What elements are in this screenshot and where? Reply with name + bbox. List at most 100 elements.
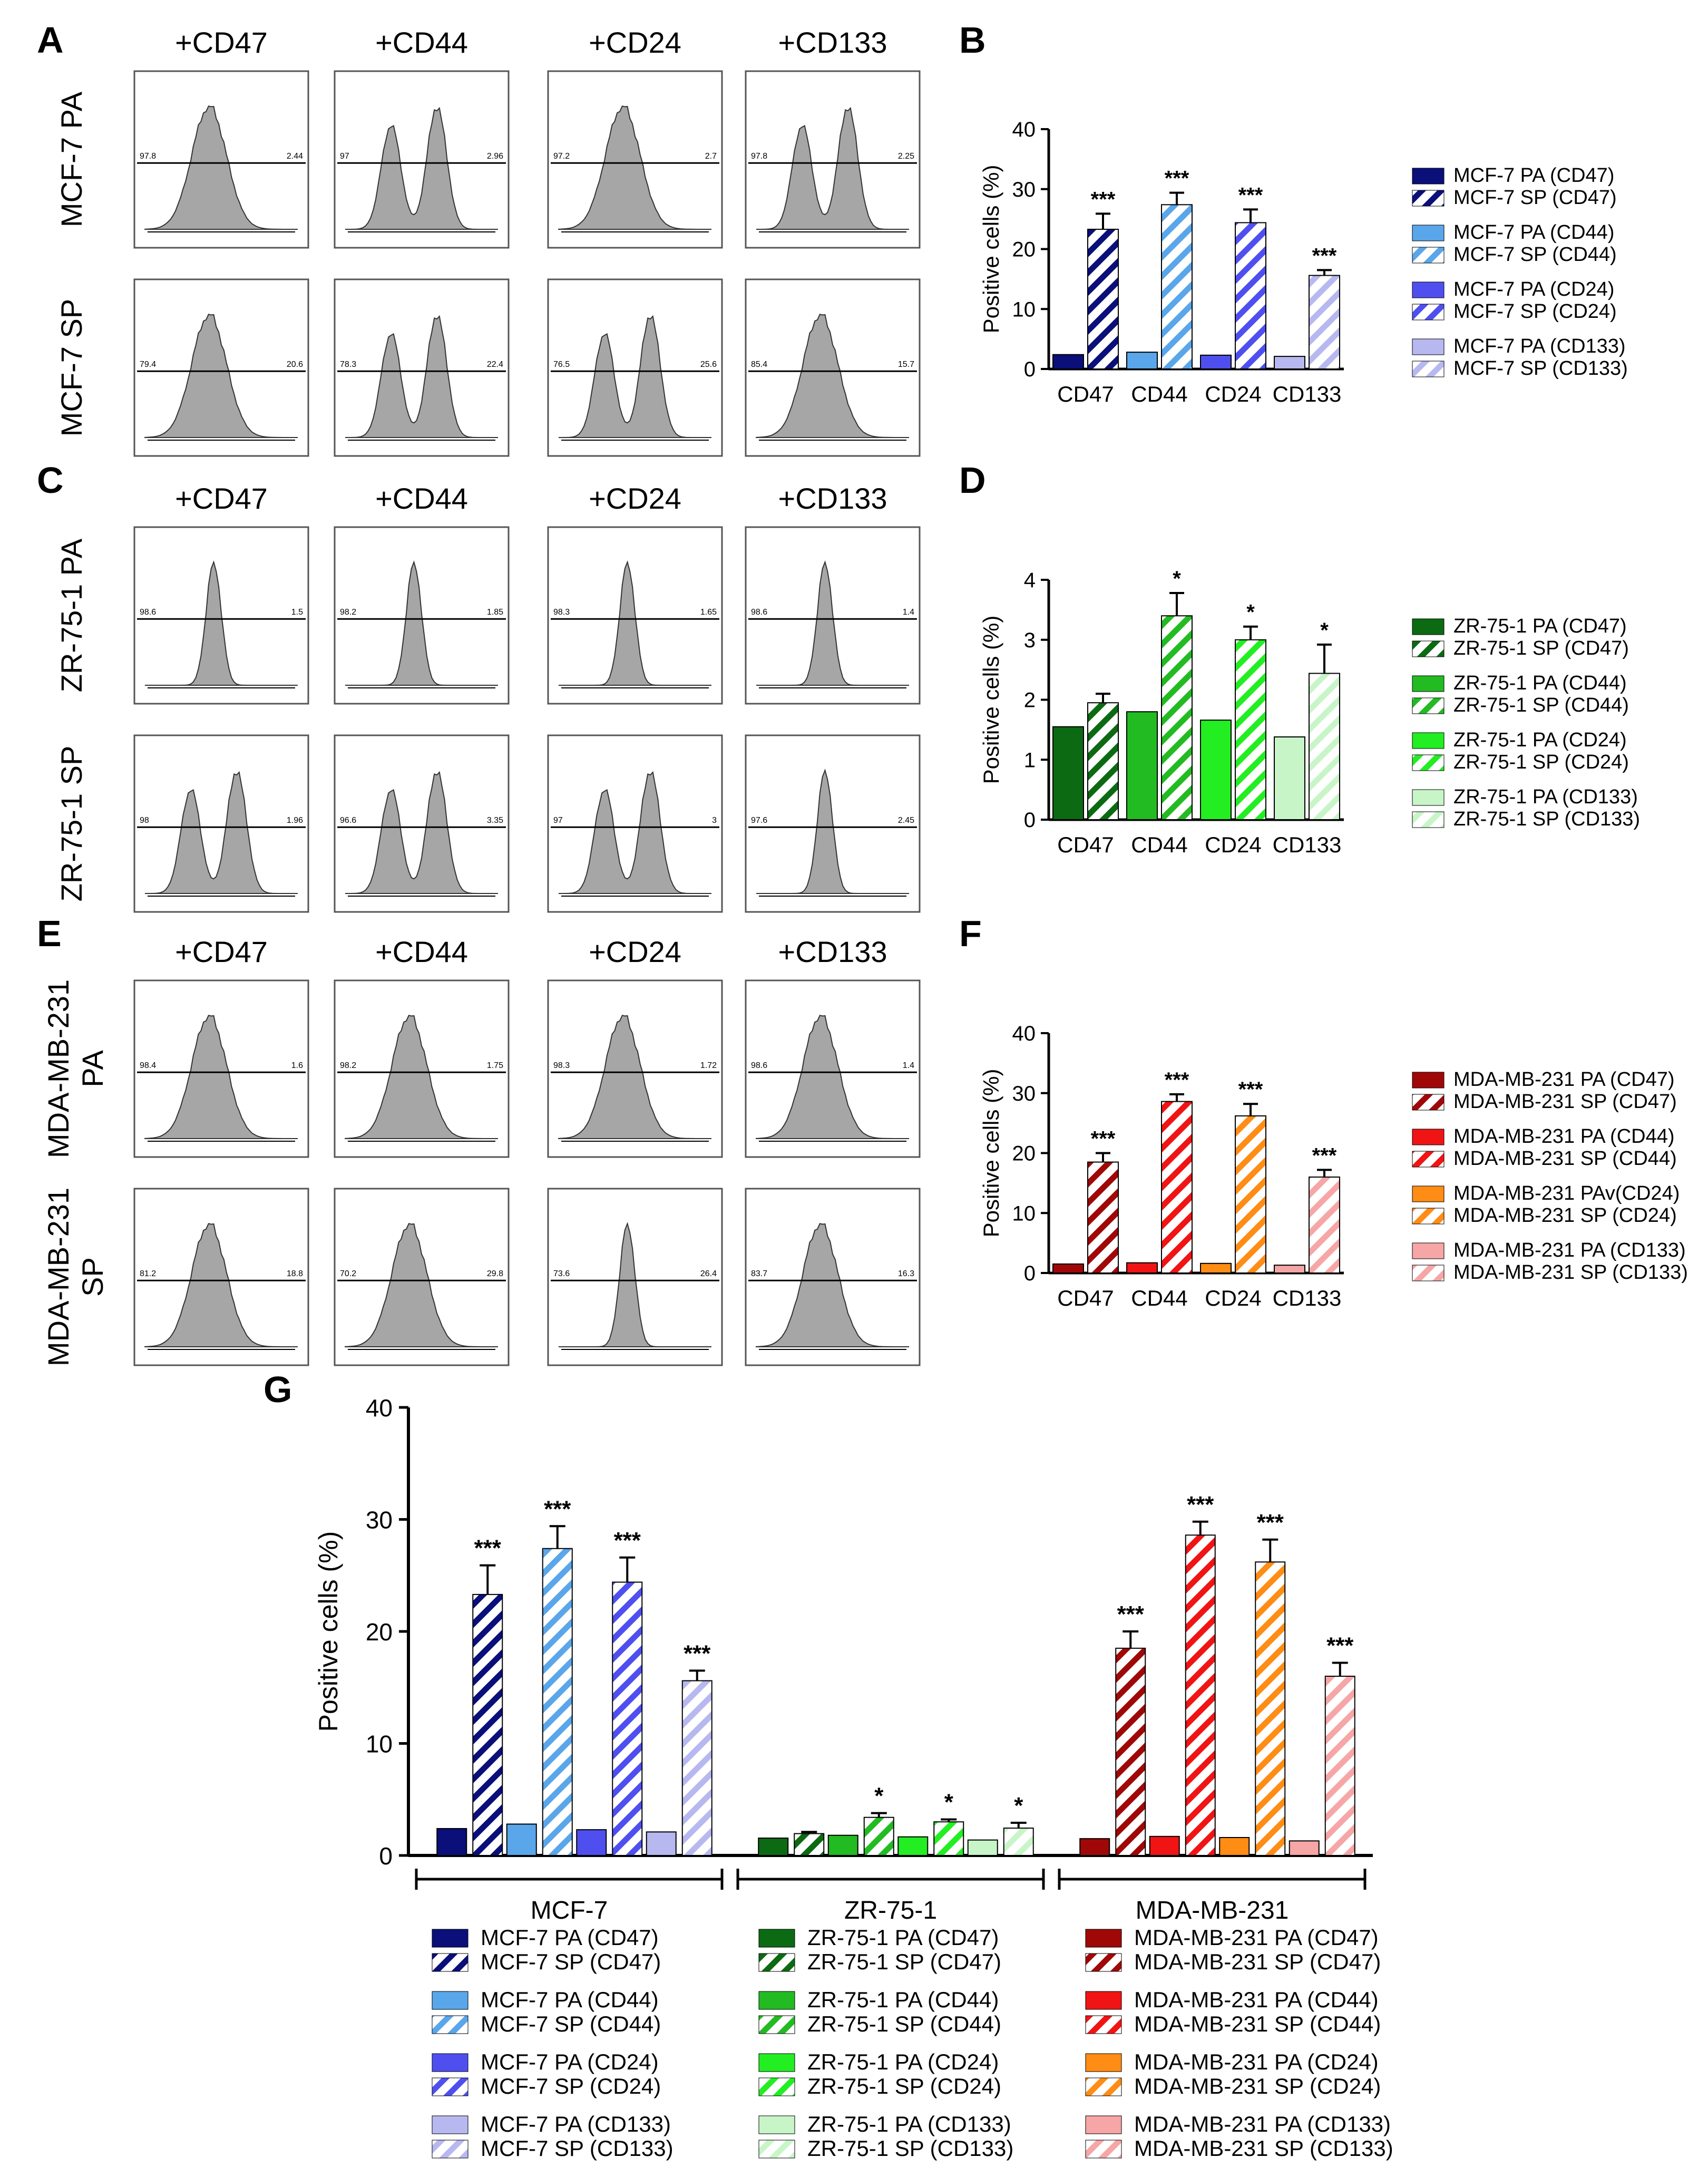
row-label: MDA-MB-231 bbox=[42, 1188, 75, 1366]
histogram-frame bbox=[547, 734, 723, 913]
bar-pa bbox=[1052, 354, 1084, 370]
panel-label: C bbox=[37, 460, 64, 501]
marker-title: +CD133 bbox=[778, 935, 887, 968]
legend-label: MDA-MB-231 PA (CD133) bbox=[1134, 2112, 1391, 2136]
legend-label: MCF-7 SP (CD133) bbox=[481, 2136, 674, 2161]
histogram-frame bbox=[745, 278, 921, 457]
group-label: MCF-7 bbox=[531, 1897, 608, 1925]
histogram-fill bbox=[345, 771, 498, 894]
gate-value-right: 2.45 bbox=[898, 816, 914, 825]
legend-swatch bbox=[1412, 1242, 1445, 1259]
legend-swatch bbox=[1412, 1208, 1445, 1224]
histogram-frame bbox=[133, 734, 309, 913]
legend-swatch bbox=[1412, 789, 1445, 806]
bar-pa bbox=[1200, 720, 1232, 821]
histogram-panel: 98.3 1.65 bbox=[547, 526, 723, 705]
panel-label: G bbox=[263, 1369, 292, 1410]
histogram-frame bbox=[133, 526, 309, 705]
row-label: PA bbox=[76, 1050, 109, 1087]
gate-value-left: 98.6 bbox=[140, 608, 156, 617]
gate-value-left: 98.3 bbox=[553, 608, 570, 617]
histogram-panel: 98.6 1.4 bbox=[745, 979, 921, 1158]
y-tick-label: 30 bbox=[1012, 178, 1036, 201]
legend-swatch bbox=[1412, 225, 1445, 241]
histogram-fill bbox=[559, 560, 711, 686]
histogram-frame bbox=[547, 70, 723, 249]
bar-pa bbox=[1289, 1840, 1320, 1856]
legend-label: ZR-75-1 SP (CD24) bbox=[807, 2074, 1001, 2098]
histogram-frame bbox=[133, 979, 309, 1158]
legend-label: ZR-75-1 PA (CD47) bbox=[1453, 615, 1627, 637]
gate-value-right: 26.4 bbox=[700, 1269, 717, 1278]
legend-swatch bbox=[432, 1991, 469, 2010]
legend-swatch bbox=[1412, 754, 1445, 771]
significance-mark: * bbox=[1320, 619, 1329, 642]
histogram-panel: 83.7 16.3 bbox=[745, 1188, 921, 1366]
histogram-panel: 81.2 18.8 bbox=[133, 1188, 309, 1366]
bar-sp bbox=[1161, 615, 1193, 820]
legend-label: MCF-7 PA (CD47) bbox=[481, 1925, 659, 1950]
gate-value-right: 15.7 bbox=[898, 360, 914, 369]
histogram-fill bbox=[559, 315, 711, 438]
histogram-frame bbox=[334, 734, 510, 913]
row-label: MCF-7 PA bbox=[55, 91, 88, 227]
y-tick-label: 30 bbox=[1012, 1082, 1036, 1105]
bar-pa bbox=[1149, 1835, 1180, 1856]
gate-value-right: 25.6 bbox=[700, 360, 717, 369]
significance-mark: * bbox=[874, 1783, 884, 1809]
legend-label: ZR-75-1 SP (CD133) bbox=[807, 2136, 1013, 2161]
gate-value-right: 3 bbox=[712, 816, 717, 825]
gate-value-right: 2.44 bbox=[287, 152, 303, 161]
legend-label: MDA-MB-231 PAv(CD24) bbox=[1453, 1182, 1680, 1204]
significance-mark: *** bbox=[1165, 167, 1189, 190]
bar-sp bbox=[1087, 1161, 1119, 1274]
significance-mark: *** bbox=[1187, 1492, 1214, 1518]
legend-swatch bbox=[1085, 2053, 1122, 2072]
gate-value-right: 1.72 bbox=[700, 1061, 717, 1070]
gate-value-left: 73.6 bbox=[553, 1269, 570, 1278]
bar-pa bbox=[897, 1836, 929, 1857]
histogram-fill bbox=[756, 560, 909, 686]
histogram-fill bbox=[756, 769, 909, 894]
histogram-frame bbox=[133, 1188, 309, 1366]
legend-swatch bbox=[758, 1929, 795, 1948]
legend-swatch bbox=[432, 2053, 469, 2072]
bar-sp bbox=[612, 1581, 643, 1856]
legend-label: MDA-MB-231 SP (CD133) bbox=[1453, 1261, 1688, 1284]
bar-sp bbox=[1115, 1647, 1146, 1856]
bar-sp bbox=[1235, 639, 1266, 820]
bar-sp bbox=[1003, 1828, 1034, 1856]
y-tick-label: 10 bbox=[1012, 1202, 1036, 1225]
y-tick-label: 20 bbox=[1012, 1142, 1036, 1165]
gate-value-right: 16.3 bbox=[898, 1269, 914, 1278]
legend-swatch bbox=[1412, 675, 1445, 692]
gate-value-right: 1.5 bbox=[291, 608, 303, 617]
bar-pa bbox=[967, 1839, 998, 1857]
histogram-frame bbox=[334, 70, 510, 249]
legend-swatch bbox=[1412, 618, 1445, 635]
group-label: ZR-75-1 bbox=[844, 1897, 937, 1925]
bar-pa bbox=[758, 1838, 789, 1856]
histogram-fill bbox=[144, 1015, 298, 1139]
panel-label: A bbox=[37, 20, 64, 61]
legend-swatch bbox=[432, 1953, 469, 1972]
histogram-panel: 70.2 29.8 bbox=[334, 1188, 510, 1366]
legend-label: MDA-MB-231 PA (CD44) bbox=[1453, 1125, 1675, 1148]
gate-value-right: 20.6 bbox=[287, 360, 303, 369]
y-tick-label: 0 bbox=[379, 1842, 393, 1870]
marker-title: +CD24 bbox=[589, 935, 681, 968]
histogram-panel: 73.6 26.4 bbox=[547, 1188, 723, 1366]
bar-pa bbox=[1052, 1263, 1084, 1274]
legend-label: ZR-75-1 SP (CD44) bbox=[807, 2011, 1001, 2036]
y-tick-label: 40 bbox=[1012, 118, 1036, 141]
legend-label: ZR-75-1 PA (CD44) bbox=[1453, 672, 1627, 694]
bar-sp bbox=[794, 1833, 825, 1856]
panel-label: B bbox=[959, 20, 986, 61]
y-tick-label: 2 bbox=[1024, 689, 1036, 712]
y-tick-label: 0 bbox=[1024, 358, 1036, 381]
bar-pa bbox=[1219, 1837, 1250, 1856]
bar-pa bbox=[1052, 726, 1084, 820]
legend-label: MCF-7 SP (CD47) bbox=[481, 1949, 661, 1974]
y-tick-label: 4 bbox=[1024, 569, 1036, 592]
x-tick-label: CD47 bbox=[1057, 1286, 1114, 1310]
